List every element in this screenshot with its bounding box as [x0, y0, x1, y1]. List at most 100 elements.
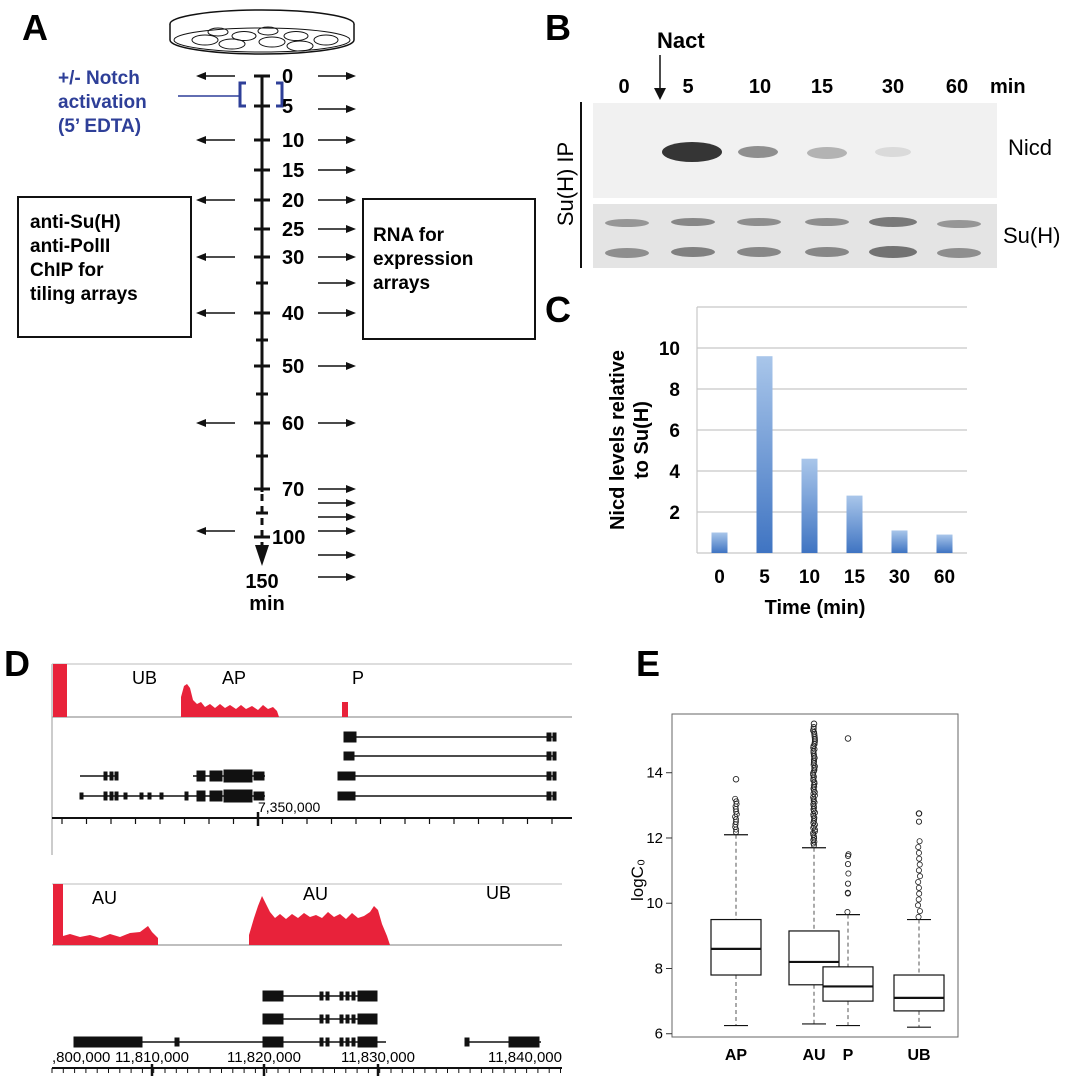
label-ap-top: AP — [222, 668, 246, 688]
outliers-AU — [810, 720, 818, 849]
axis-tick-label: 50 — [282, 356, 304, 378]
y-tick-label: 6 — [655, 1026, 663, 1043]
y-tick-label: 14 — [646, 765, 663, 782]
arrow-right-icon — [346, 196, 356, 204]
arrow-right-icon — [346, 309, 356, 317]
upper-ruler-ticks — [61, 812, 553, 826]
y-tick-label: 12 — [646, 830, 663, 847]
upper-signal-peak-ap — [181, 684, 279, 717]
nicd-bar-chart: 2 4 6 8 10 0 5 10 15 30 60 — [659, 306, 967, 588]
y-tick-label: 4 — [669, 462, 680, 483]
label-au-mid: AU — [303, 884, 328, 904]
axis-tick-label: 5 — [282, 96, 293, 118]
axis-tick-label: 60 — [282, 413, 304, 435]
suh-band-label: Su(H) — [1003, 223, 1060, 248]
axis-tick-label: 100 — [272, 527, 305, 549]
axis-tick-label: 30 — [282, 247, 304, 269]
panel-d: D UB AP P — [4, 643, 572, 1076]
panel-a: A +/- Notch activation (5’ EDTA) — [17, 7, 536, 615]
x-tick-label: AU — [802, 1047, 825, 1064]
lane-label: 60 — [946, 76, 968, 98]
bar-chart-xlabel: Time (min) — [765, 597, 866, 619]
bar-15 — [846, 495, 863, 553]
arrow-left-icon — [196, 309, 206, 317]
chip-box — [17, 196, 192, 338]
arrow-right-icon — [346, 527, 356, 535]
upper-gene-models — [79, 731, 557, 803]
arrow-right-icon — [346, 362, 356, 370]
rna-box-line2: expression — [373, 249, 473, 270]
lane-label: 5 — [682, 76, 693, 98]
arrow-right-icon — [346, 225, 356, 233]
outliers-UB — [915, 810, 923, 920]
lower-signal-peak-au2 — [249, 896, 390, 945]
arrow-right-icon — [346, 105, 356, 113]
box-plot-ylabel: logC₀ — [628, 859, 647, 901]
chip-box-line3: ChIP for — [30, 260, 104, 281]
lower-coord-5: 11,840,000 — [488, 1049, 562, 1066]
axis-tick-label: 20 — [282, 190, 304, 212]
arrow-right-icon — [346, 513, 356, 521]
nicd-bands — [662, 142, 911, 162]
axis-tick-label: 15 — [282, 160, 304, 182]
label-p-top: P — [352, 668, 364, 688]
axis-end-label: 150 — [245, 571, 278, 593]
lower-ruler-ticks — [51, 1064, 561, 1076]
time-axis-arrowhead — [255, 545, 269, 566]
y-tick-label: 8 — [669, 380, 680, 401]
bar-chart-ylabel-line1: Nicd levels relative — [607, 350, 629, 530]
lane-unit: min — [990, 76, 1026, 98]
axis-tick-label: 0 — [282, 66, 293, 88]
panel-c-letter: C — [545, 289, 571, 330]
bar-60 — [936, 534, 953, 553]
y-tick-label: 10 — [659, 339, 680, 360]
sampling-arrows — [196, 72, 356, 581]
panel-d-letter: D — [4, 643, 30, 684]
box-AP — [710, 776, 762, 1027]
panel-c: C Nicd levels relative to Su(H) 2 4 6 8 10 0 5… — [545, 289, 967, 619]
label-au-left: AU — [92, 888, 117, 908]
panel-b-letter: B — [545, 7, 571, 48]
lane-label: 0 — [618, 76, 629, 98]
arrow-left-icon — [196, 72, 206, 80]
arrow-right-icon — [346, 72, 356, 80]
upper-signal-peak-p — [342, 702, 348, 717]
upper-signal-peak-edge — [53, 664, 67, 717]
lane-label: 15 — [811, 76, 833, 98]
axis-tick-label: 10 — [282, 130, 304, 152]
plot-frame — [671, 713, 959, 1038]
rna-box-line1: RNA for — [373, 225, 445, 246]
arrow-right-icon — [346, 551, 356, 559]
arrow-right-icon — [346, 485, 356, 493]
label-ub-top: UB — [132, 668, 157, 688]
lane-label: 30 — [882, 76, 904, 98]
suh-blot — [593, 204, 997, 268]
lane-labels: 0 5 10 15 30 60 — [618, 76, 968, 98]
chip-box-line1: anti-Su(H) — [30, 212, 121, 233]
x-tick-label: 10 — [799, 567, 820, 588]
arrow-left-icon — [196, 253, 206, 261]
lower-genome-track: AU AU UB ,800,000 11,810,000 — [51, 883, 562, 1076]
notch-activation-line2: activation — [58, 92, 147, 113]
bar-5 — [756, 356, 773, 553]
bar-30 — [891, 530, 908, 553]
arrow-right-icon — [346, 136, 356, 144]
x-tick-label: 15 — [844, 567, 866, 588]
arrow-left-icon — [196, 527, 206, 535]
notch-activation-line1: +/- Notch — [58, 68, 140, 89]
x-tick-label: 0 — [714, 567, 725, 588]
bar-10 — [801, 458, 818, 553]
axis-end-unit: min — [249, 593, 285, 615]
y-tick-label: 2 — [669, 503, 680, 524]
axis-tick-label: 25 — [282, 219, 304, 241]
arrow-right-icon — [346, 166, 356, 174]
x-tick-label: P — [843, 1047, 854, 1064]
bar-chart-ylabel-line2: to Su(H) — [631, 401, 653, 479]
lower-coord-1: ,800,000 — [52, 1049, 110, 1066]
y-tick-label: 6 — [669, 421, 680, 442]
panel-b: B Nact 0 5 10 15 30 60 min Su(H) IP Nicd — [545, 7, 1060, 268]
upper-coord-label: 7,350,000 — [258, 799, 320, 815]
arrow-right-icon — [346, 573, 356, 581]
arrow-right-icon — [346, 499, 356, 507]
